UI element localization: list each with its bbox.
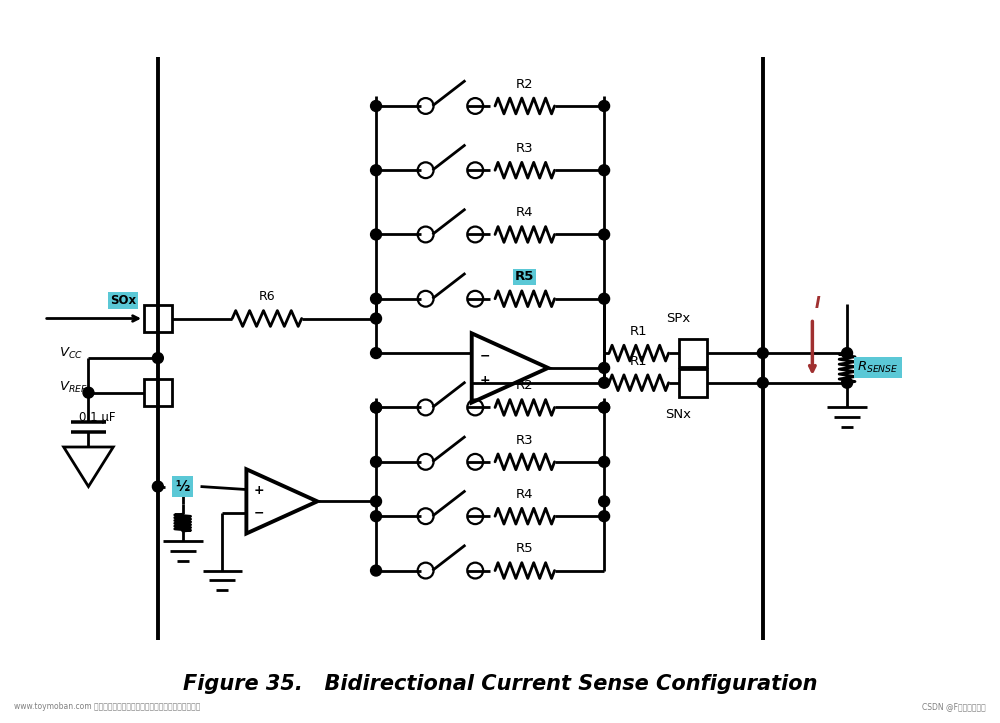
- Text: R6: R6: [259, 290, 275, 303]
- Circle shape: [371, 313, 381, 324]
- Text: 0.1 µF: 0.1 µF: [79, 411, 115, 424]
- Text: SNx: SNx: [666, 408, 692, 421]
- Circle shape: [371, 165, 381, 176]
- Bar: [679, 369, 707, 397]
- Circle shape: [83, 388, 94, 398]
- Circle shape: [371, 402, 381, 413]
- Circle shape: [599, 456, 610, 467]
- Text: R4: R4: [516, 206, 534, 219]
- Bar: [679, 339, 707, 367]
- Bar: [144, 304, 172, 333]
- Circle shape: [599, 100, 610, 111]
- Text: $R_{SENSE}$: $R_{SENSE}$: [857, 360, 899, 375]
- Circle shape: [371, 456, 381, 467]
- Text: SPx: SPx: [666, 312, 691, 325]
- Text: I: I: [815, 296, 820, 311]
- Circle shape: [599, 510, 610, 521]
- Circle shape: [371, 100, 381, 111]
- Text: Figure 35.   Bidirectional Current Sense Configuration: Figure 35. Bidirectional Current Sense C…: [183, 675, 817, 694]
- Text: CSDN @F菌的进阶之路: CSDN @F菌的进阶之路: [922, 702, 986, 711]
- Circle shape: [599, 362, 610, 373]
- Circle shape: [757, 348, 768, 359]
- Text: +: +: [480, 374, 490, 387]
- Text: R3: R3: [516, 434, 534, 447]
- Circle shape: [152, 481, 163, 492]
- Circle shape: [371, 510, 381, 521]
- Circle shape: [371, 294, 381, 304]
- Circle shape: [842, 348, 853, 359]
- Circle shape: [371, 496, 381, 507]
- Text: R4: R4: [516, 488, 534, 501]
- Circle shape: [599, 402, 610, 413]
- Circle shape: [177, 481, 188, 492]
- Text: R3: R3: [516, 142, 534, 155]
- Text: ½: ½: [176, 479, 190, 494]
- Text: R1: R1: [630, 325, 648, 338]
- Circle shape: [599, 377, 610, 388]
- Text: R2: R2: [516, 78, 534, 90]
- Text: −: −: [254, 506, 264, 519]
- Circle shape: [842, 377, 853, 388]
- Text: R2: R2: [516, 380, 534, 392]
- Text: $V_{REF}$: $V_{REF}$: [59, 380, 88, 395]
- Circle shape: [599, 402, 610, 413]
- Text: R1: R1: [630, 354, 648, 367]
- Text: −: −: [480, 349, 490, 362]
- Text: $V_{CC}$: $V_{CC}$: [59, 346, 83, 361]
- Circle shape: [757, 377, 768, 388]
- Circle shape: [599, 229, 610, 240]
- Circle shape: [599, 294, 610, 304]
- Bar: [144, 379, 172, 406]
- Text: +: +: [253, 484, 264, 497]
- Circle shape: [599, 165, 610, 176]
- Text: SOx: SOx: [110, 294, 136, 307]
- Text: R5: R5: [515, 270, 534, 283]
- Circle shape: [371, 565, 381, 576]
- Circle shape: [371, 348, 381, 359]
- Circle shape: [371, 402, 381, 413]
- Text: www.toymoban.com 网络图片仅供展示，非存储，如有侵权请联系删除。: www.toymoban.com 网络图片仅供展示，非存储，如有侵权请联系删除。: [14, 702, 200, 711]
- Circle shape: [371, 229, 381, 240]
- Circle shape: [599, 496, 610, 507]
- Circle shape: [152, 353, 163, 364]
- Text: R5: R5: [516, 542, 534, 555]
